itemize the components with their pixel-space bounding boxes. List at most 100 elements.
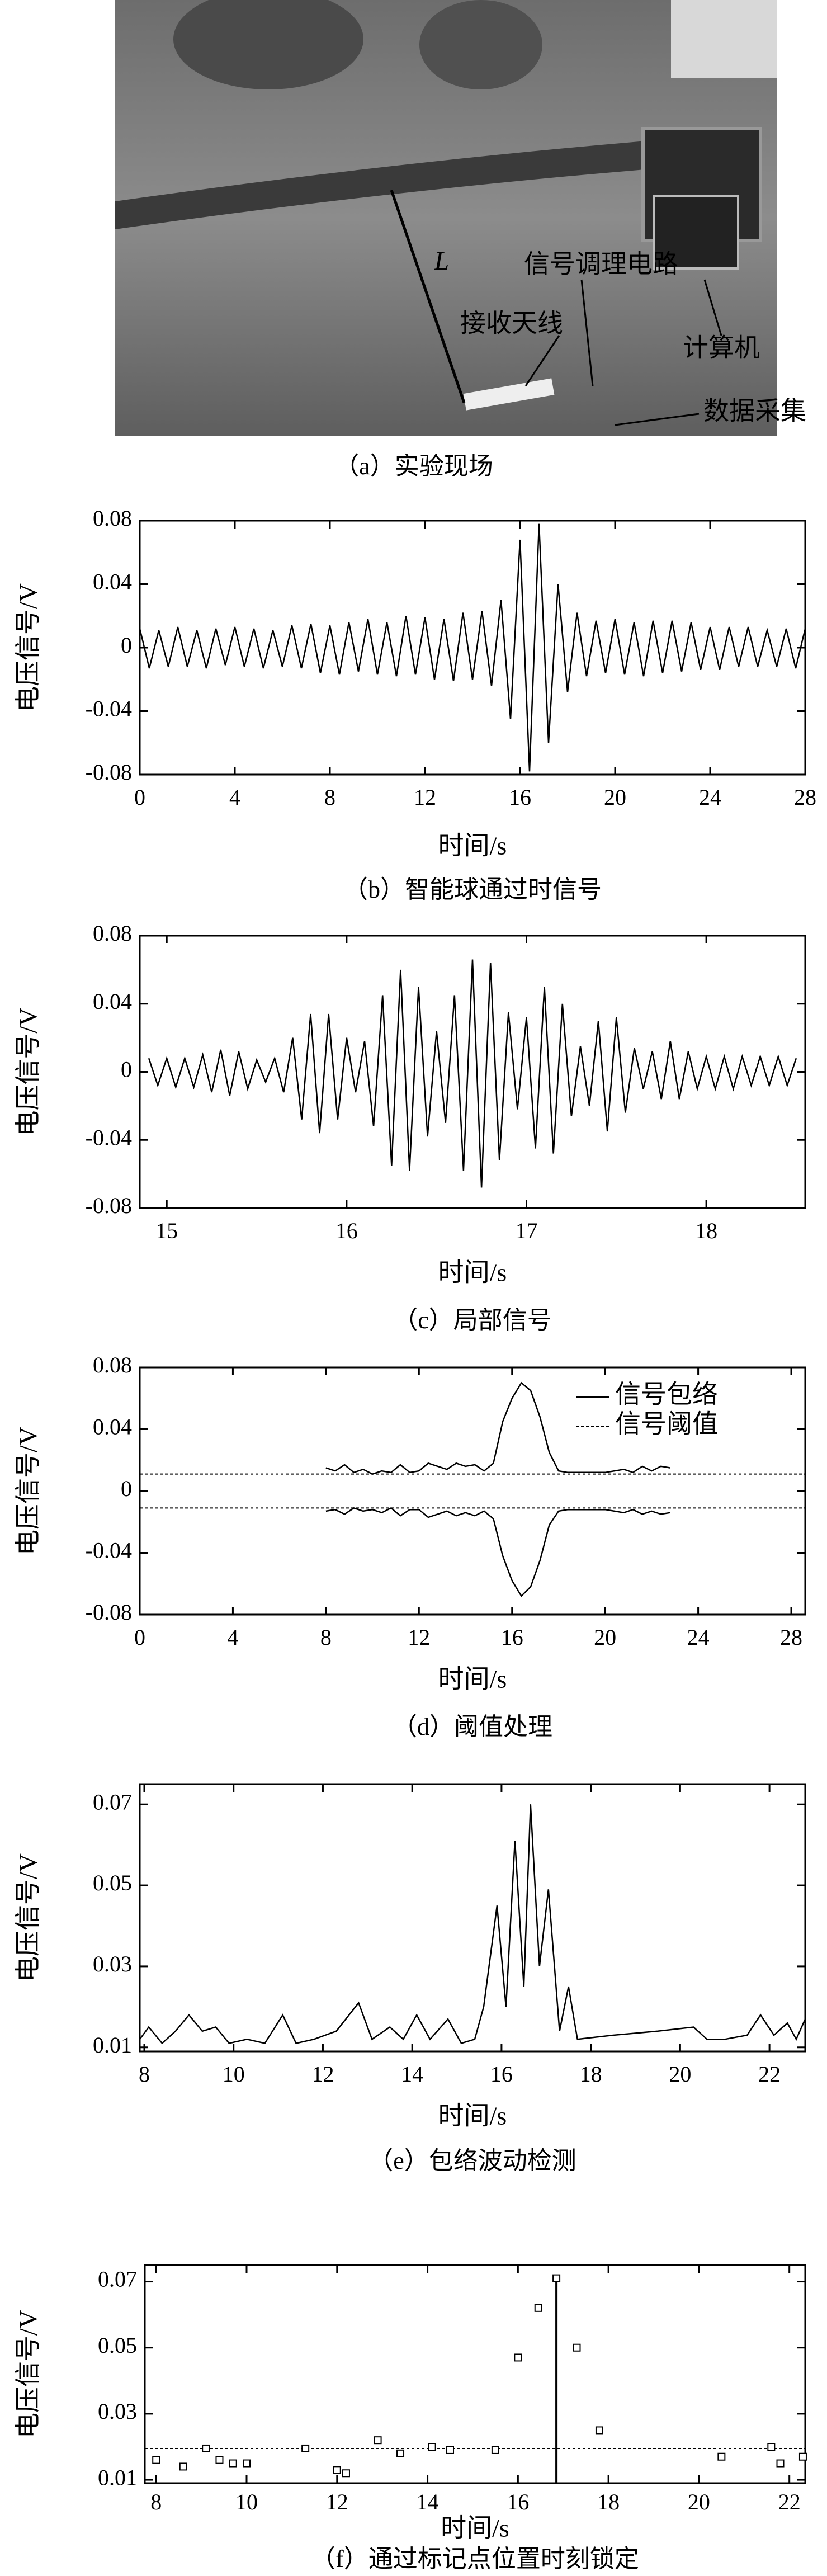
x-axis-label: 时间/s [441, 2514, 509, 2542]
y-tick-label: -0.04 [86, 696, 132, 721]
photo-label: 接收天线 [460, 309, 563, 338]
length-arrow [390, 190, 466, 403]
x-tick-label: 20 [594, 1625, 616, 1650]
x-tick-label: 18 [695, 1218, 717, 1243]
point [552, 2274, 561, 2282]
x-tick-label: 8 [139, 2061, 150, 2087]
photo-label: 信号调理电路 [524, 250, 678, 279]
y-tick-label: 0 [121, 1476, 132, 1501]
y-tick-label: 0.01 [98, 2465, 137, 2490]
caption: （b）智能球通过时信号 [343, 876, 602, 903]
caption: （a）实验现场 [334, 452, 493, 480]
point [243, 2459, 251, 2468]
y-axis-label: 电压信号/V [14, 1008, 42, 1136]
x-tick-label: 28 [780, 1625, 802, 1650]
y-axis-label: 电压信号/V [14, 1427, 42, 1555]
antenna [463, 378, 555, 411]
x-tick-label: 12 [414, 785, 436, 810]
leader-line [580, 279, 594, 386]
y-tick-label: 0.04 [93, 1414, 132, 1440]
leader-line [524, 335, 560, 386]
x-tick-label: 15 [155, 1218, 178, 1243]
x-axis-label: 时间/s [438, 1665, 507, 1693]
x-axis-label: 时间/s [438, 1258, 507, 1287]
envelope-lower [325, 1507, 670, 1597]
x-tick-label: 0 [134, 1625, 145, 1650]
y-tick-label: 0.07 [98, 2267, 137, 2292]
x-tick-label: 4 [229, 785, 240, 810]
point [342, 2469, 350, 2478]
point [396, 2449, 405, 2457]
x-tick-label: 17 [515, 1218, 537, 1243]
y-tick-label: 0.05 [93, 1870, 132, 1895]
x-tick-label: 12 [408, 1625, 430, 1650]
photo: L 信号调理电路 接收天线 计算机 数据采集 （a）实验现场 [115, 0, 806, 480]
x-tick-label: 8 [324, 785, 335, 810]
x-tick-label: 10 [235, 2489, 258, 2514]
photo-label: 数据采集 [703, 397, 806, 426]
plot-frame [144, 2264, 806, 2484]
plot-frame [139, 1783, 806, 2053]
x-tick-label: 16 [335, 1218, 358, 1243]
point [202, 2444, 210, 2452]
x-tick-label: 16 [501, 1625, 523, 1650]
y-tick-label: 0 [121, 633, 132, 658]
x-tick-label: 20 [688, 2489, 710, 2514]
point [446, 2446, 455, 2454]
x-tick-label: 18 [597, 2489, 620, 2514]
point [215, 2456, 224, 2464]
y-tick-label: -0.08 [86, 1600, 132, 1625]
y-tick-label: 0.04 [93, 989, 132, 1014]
y-tick-label: 0.03 [98, 2399, 137, 2424]
y-tick-label: 0.07 [93, 1789, 132, 1814]
signal-line [139, 523, 806, 772]
caption: （e）包络波动检测 [368, 2147, 576, 2174]
caption: （c）局部信号 [393, 1306, 552, 1334]
x-tick-label: 8 [150, 2489, 162, 2514]
point [229, 2459, 237, 2468]
point [179, 2462, 187, 2471]
x-tick-label: 12 [326, 2489, 348, 2514]
x-tick-label: 16 [507, 2489, 529, 2514]
y-tick-label: 0.04 [93, 569, 132, 595]
point [798, 2452, 807, 2461]
y-tick-label: -0.08 [86, 759, 132, 785]
y-tick-label: 0.08 [93, 506, 132, 531]
y-tick-label: 0.05 [98, 2333, 137, 2358]
x-tick-label: 24 [687, 1625, 710, 1650]
point [534, 2304, 542, 2312]
point [374, 2436, 382, 2445]
signal-line [139, 1804, 806, 2045]
x-tick-label: 14 [401, 2061, 423, 2087]
point [595, 2426, 603, 2435]
point [767, 2443, 776, 2451]
x-tick-label: 18 [580, 2061, 602, 2087]
x-tick-label: 10 [223, 2061, 245, 2087]
x-tick-label: 24 [699, 785, 721, 810]
y-tick-label: -0.04 [86, 1538, 132, 1563]
y-tick-label: -0.04 [86, 1125, 132, 1150]
leader-line [615, 413, 700, 426]
x-tick-label: 22 [758, 2061, 781, 2087]
y-tick-label: -0.08 [86, 1193, 132, 1218]
y-tick-label: 0.08 [93, 1352, 132, 1377]
leader-line [703, 279, 722, 336]
point [573, 2343, 581, 2352]
y-axis-label: 电压信号/V [14, 583, 42, 712]
x-tick-label: 16 [509, 785, 531, 810]
x-axis-label: 时间/s [438, 832, 507, 860]
y-axis-label: 电压信号/V [14, 1853, 42, 1982]
photo-label: 计算机 [683, 334, 760, 362]
point [491, 2446, 499, 2454]
point [301, 2444, 310, 2452]
y-axis-label: 电压信号/V [14, 2310, 42, 2438]
envelope-upper [325, 1381, 670, 1475]
plant [419, 0, 542, 89]
y-tick-label: 0.08 [93, 921, 132, 946]
legend-label: 信号包络 [615, 1380, 718, 1409]
point [717, 2452, 726, 2461]
x-axis-label: 时间/s [438, 2102, 507, 2130]
signal-line [148, 959, 797, 1188]
